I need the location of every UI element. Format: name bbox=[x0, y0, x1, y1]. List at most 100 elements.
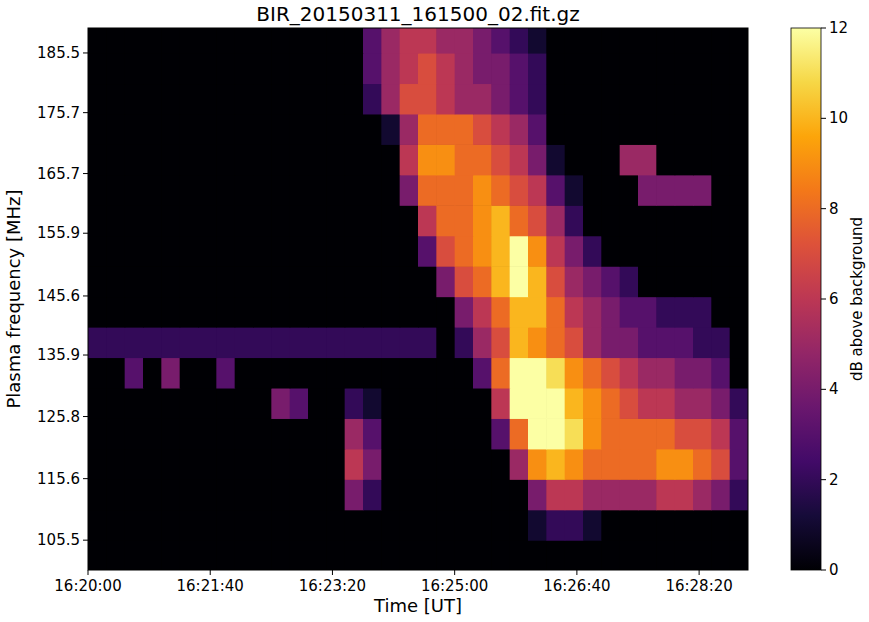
heatmap-cell bbox=[88, 28, 107, 54]
heatmap-cell bbox=[455, 327, 474, 358]
heatmap-cells bbox=[88, 28, 748, 570]
heatmap-cell bbox=[88, 418, 107, 449]
heatmap-cell bbox=[455, 28, 474, 54]
heatmap-cell bbox=[180, 449, 199, 480]
heatmap-cell bbox=[656, 327, 675, 358]
heatmap-cell bbox=[693, 236, 712, 267]
heatmap-cell bbox=[125, 28, 144, 54]
heatmap-cell bbox=[656, 236, 675, 267]
heatmap-cell bbox=[675, 297, 694, 328]
heatmap-cell bbox=[473, 53, 492, 84]
heatmap-cell bbox=[583, 83, 602, 114]
heatmap-cell bbox=[546, 205, 565, 236]
heatmap-cell bbox=[711, 388, 730, 419]
heatmap-cell bbox=[345, 479, 364, 510]
heatmap-cell bbox=[216, 205, 235, 236]
heatmap-cell bbox=[638, 357, 657, 388]
heatmap-cell bbox=[363, 266, 382, 297]
colorbar-tick bbox=[821, 118, 826, 119]
heatmap-cell bbox=[546, 357, 565, 388]
heatmap-cell bbox=[546, 479, 565, 510]
heatmap-cell bbox=[363, 175, 382, 206]
heatmap-cell bbox=[528, 418, 547, 449]
heatmap-cell bbox=[583, 53, 602, 84]
heatmap-cell bbox=[88, 236, 107, 267]
heatmap-cell bbox=[88, 327, 107, 358]
heatmap-cell bbox=[638, 83, 657, 114]
heatmap-cell bbox=[125, 297, 144, 328]
plot-background bbox=[88, 28, 748, 570]
heatmap-cell bbox=[565, 449, 584, 480]
heatmap-cell bbox=[418, 114, 437, 145]
heatmap-cell bbox=[546, 297, 565, 328]
heatmap-cell bbox=[565, 205, 584, 236]
heatmap-cell bbox=[711, 266, 730, 297]
heatmap-cell bbox=[400, 144, 419, 175]
heatmap-cell bbox=[693, 510, 712, 541]
heatmap-cell bbox=[235, 510, 254, 541]
heatmap-cell bbox=[253, 327, 272, 358]
heatmap-cell bbox=[161, 510, 180, 541]
heatmap-cell bbox=[546, 53, 565, 84]
heatmap-cell bbox=[565, 236, 584, 267]
heatmap-cell bbox=[271, 297, 290, 328]
heatmap-cell bbox=[601, 144, 620, 175]
heatmap-cell bbox=[638, 114, 657, 145]
heatmap-cell bbox=[583, 327, 602, 358]
heatmap-cell bbox=[88, 144, 107, 175]
heatmap-cell bbox=[418, 479, 437, 510]
heatmap-cell bbox=[345, 144, 364, 175]
heatmap-cell bbox=[693, 114, 712, 145]
heatmap-cell bbox=[400, 114, 419, 145]
heatmap-cell bbox=[290, 357, 309, 388]
heatmap-cell bbox=[711, 28, 730, 54]
heatmap-cell bbox=[271, 144, 290, 175]
x-tick-label: 16:20:00 bbox=[54, 577, 121, 595]
heatmap-cell bbox=[675, 53, 694, 84]
y-tick bbox=[83, 478, 88, 479]
heatmap-cell bbox=[271, 479, 290, 510]
heatmap-cell bbox=[308, 114, 327, 145]
heatmap-cell bbox=[583, 144, 602, 175]
heatmap-cell bbox=[161, 449, 180, 480]
heatmap-cell bbox=[546, 510, 565, 541]
heatmap-cell bbox=[271, 114, 290, 145]
heatmap-cell bbox=[656, 449, 675, 480]
heatmap-cell bbox=[565, 327, 584, 358]
heatmap-cell bbox=[656, 418, 675, 449]
heatmap-cell bbox=[125, 175, 144, 206]
heatmap-cell bbox=[235, 83, 254, 114]
heatmap-cell bbox=[400, 28, 419, 54]
heatmap-cell bbox=[510, 175, 529, 206]
heatmap-cell bbox=[88, 83, 107, 114]
heatmap-cell bbox=[235, 236, 254, 267]
heatmap-cell bbox=[308, 510, 327, 541]
heatmap-cell bbox=[88, 297, 107, 328]
heatmap-cell bbox=[345, 114, 364, 145]
heatmap-cell bbox=[675, 114, 694, 145]
heatmap-cell bbox=[180, 297, 199, 328]
heatmap-cell bbox=[143, 449, 162, 480]
heatmap-cell bbox=[565, 28, 584, 54]
heatmap-cell bbox=[473, 236, 492, 267]
heatmap-cell bbox=[711, 357, 730, 388]
heatmap-cell bbox=[491, 205, 510, 236]
heatmap-cell bbox=[125, 449, 144, 480]
colorbar-tick-label: 0 bbox=[829, 561, 839, 579]
heatmap-cell bbox=[473, 83, 492, 114]
heatmap-cell bbox=[216, 479, 235, 510]
heatmap-cell bbox=[528, 205, 547, 236]
heatmap-cell bbox=[473, 449, 492, 480]
heatmap-cell bbox=[730, 327, 748, 358]
y-tick bbox=[83, 112, 88, 113]
heatmap-cell bbox=[106, 327, 125, 358]
y-axis-label: Plasma frequency [MHz] bbox=[3, 189, 24, 408]
heatmap-cell bbox=[436, 418, 455, 449]
heatmap-cell bbox=[656, 388, 675, 419]
heatmap-cell bbox=[730, 418, 748, 449]
x-tick-label: 16:26:40 bbox=[543, 577, 610, 595]
heatmap-cell bbox=[381, 479, 400, 510]
heatmap-cell bbox=[473, 418, 492, 449]
heatmap-cell bbox=[436, 266, 455, 297]
heatmap-cell bbox=[656, 28, 675, 54]
